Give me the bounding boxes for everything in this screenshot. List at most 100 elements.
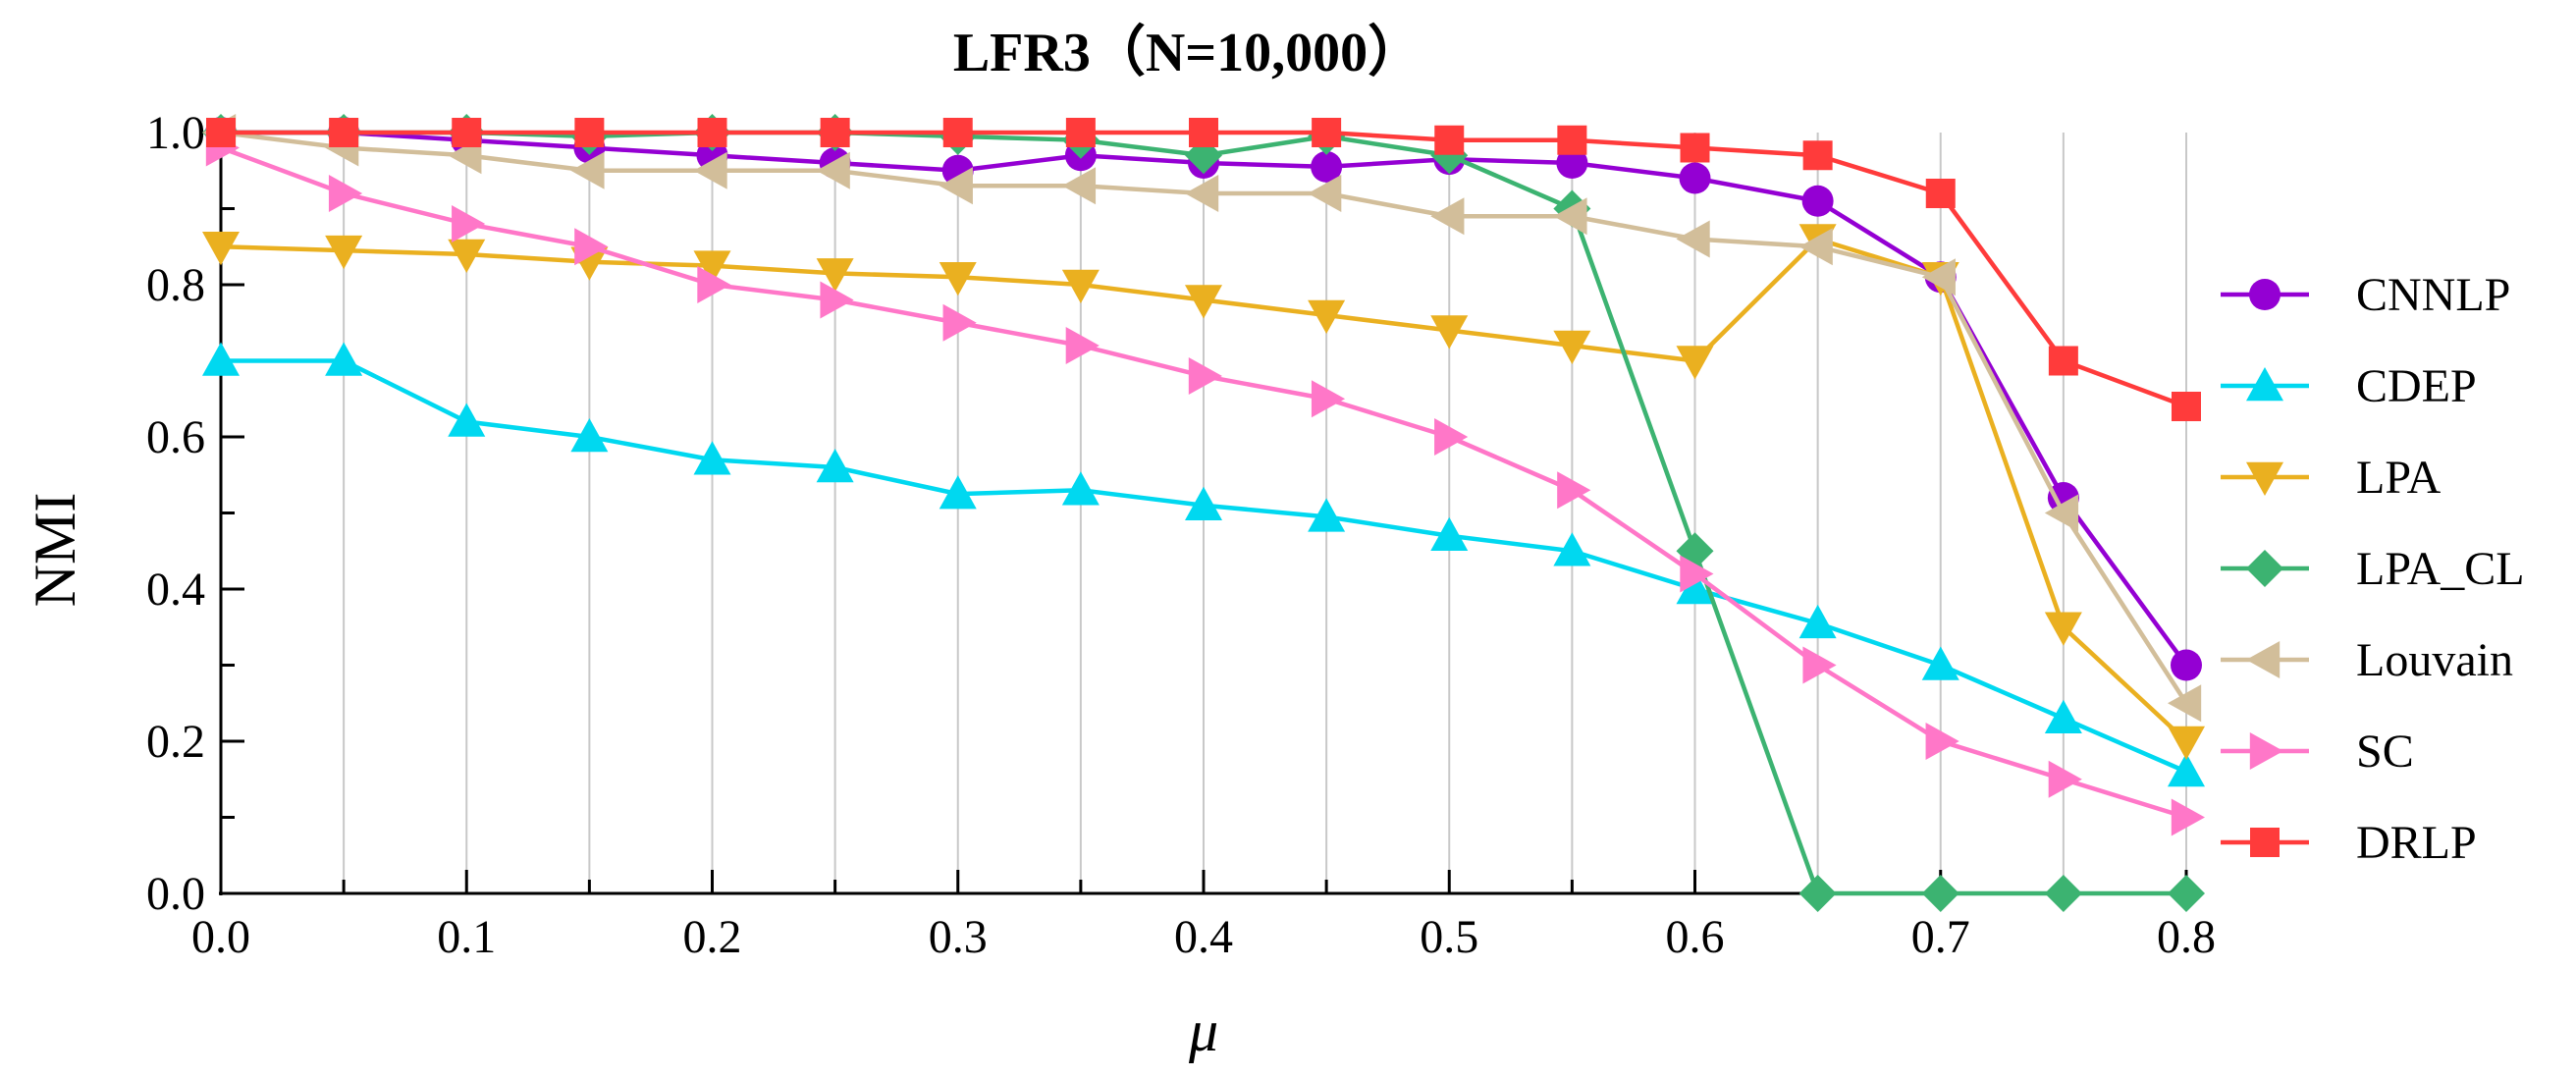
lpa-point — [1185, 285, 1222, 319]
drlp-point — [574, 118, 605, 147]
drlp-point — [1434, 125, 1465, 155]
cdep-point — [1430, 516, 1469, 551]
legend-label: CDEP — [2356, 360, 2477, 412]
lpa-cl-point — [1921, 875, 1959, 912]
legend-marker — [2246, 461, 2283, 496]
y-tick-label: 0.4 — [146, 564, 205, 616]
drlp-point — [206, 118, 236, 147]
legend-item-cnnlp: CNNLP — [2221, 269, 2510, 321]
legend-item-sc: SC — [2221, 726, 2414, 778]
drlp-point — [1925, 179, 1956, 208]
cdep-point — [939, 475, 977, 510]
chart-title: LFR3（N=10,000） — [953, 22, 1422, 83]
lpa-point — [1553, 330, 1591, 364]
louvain-point — [816, 151, 850, 189]
legend-marker — [2249, 732, 2283, 770]
cdep-point — [448, 403, 486, 437]
cdep-point — [1308, 498, 1346, 532]
legend-item-drlp: DRLP — [2221, 817, 2477, 869]
sc-point — [1311, 380, 1346, 418]
y-tick-label: 1.0 — [146, 107, 205, 159]
legend-marker — [2246, 367, 2283, 402]
lpa-point — [448, 239, 486, 273]
cdep-point — [1676, 570, 1714, 605]
louvain-point — [2168, 684, 2202, 723]
legend-label: LPA — [2356, 452, 2442, 504]
lpa-point — [2168, 726, 2205, 760]
sc-point — [1434, 418, 1469, 456]
x-axis-label: μ — [1188, 998, 1218, 1063]
sc-point — [942, 303, 977, 342]
sc-point — [452, 205, 486, 242]
sc-point — [1065, 327, 1100, 364]
cdep-point — [2168, 753, 2205, 787]
legend-marker — [2246, 641, 2281, 678]
cdep-point — [816, 449, 854, 483]
sc-point — [2048, 760, 2082, 798]
cdep-point — [1061, 471, 1100, 506]
series-sc — [205, 129, 2205, 836]
lpa-cl-point — [1798, 875, 1837, 912]
louvain-point — [693, 151, 727, 189]
lpa-point — [2044, 612, 2082, 646]
y-tick-label: 0.0 — [146, 868, 205, 920]
lpa-point — [693, 250, 731, 285]
drlp-point — [820, 118, 850, 147]
louvain-point — [1061, 167, 1097, 205]
legend-label: Louvain — [2356, 634, 2513, 686]
cnnlp-point — [1311, 150, 1343, 183]
sc-point — [697, 266, 731, 303]
legend: CNNLP CDEP LPA LPA_CL Louvain SC DRLP — [2221, 269, 2525, 869]
louvain-point — [1430, 197, 1465, 236]
cdep-point — [693, 441, 731, 475]
legend-item-louvain: Louvain — [2221, 634, 2513, 686]
y-tick-label: 0.8 — [146, 259, 205, 311]
lpa-cl-point — [2044, 875, 2082, 912]
legend-label: SC — [2356, 726, 2414, 778]
cnnlp-point — [1801, 185, 1834, 217]
drlp-point — [1312, 118, 1342, 147]
louvain-point — [1676, 220, 1710, 258]
legend-item-lpa: LPA — [2221, 452, 2442, 504]
series-lines — [202, 114, 2205, 912]
cdep-point — [570, 418, 609, 453]
x-tick-label: 0.4 — [1174, 911, 1233, 963]
cdep-point — [325, 342, 363, 376]
drlp-point — [1065, 118, 1096, 147]
lpa-point — [1430, 315, 1469, 350]
louvain-point — [1308, 175, 1342, 212]
drlp-point — [1557, 125, 1587, 155]
x-tick-label: 0.1 — [437, 911, 496, 963]
sc-point — [820, 281, 854, 319]
y-tick-label: 0.6 — [146, 411, 205, 463]
lpa-point — [1676, 346, 1714, 380]
cdep-point — [202, 342, 240, 376]
louvain-point — [939, 167, 973, 205]
sc-point — [574, 228, 609, 266]
drlp-point — [697, 118, 727, 147]
louvain-point — [1553, 197, 1587, 236]
cdep-point — [2044, 699, 2082, 733]
x-tick-label: 0.5 — [1420, 911, 1478, 963]
series-louvain — [202, 114, 2202, 723]
legend-label: LPA_CL — [2356, 543, 2525, 595]
lpa-cl-point — [2168, 875, 2205, 912]
x-tick-label: 0.7 — [1911, 911, 1970, 963]
drlp-point — [1802, 140, 1833, 171]
drlp-point — [1680, 133, 1710, 163]
cnnlp-point — [1679, 162, 1711, 194]
cdep-point — [1798, 604, 1837, 639]
x-tick-label: 0.0 — [191, 911, 250, 963]
louvain-point — [1921, 258, 1956, 296]
drlp-point — [2048, 346, 2078, 376]
louvain-point — [2044, 494, 2079, 532]
y-tick-label: 0.2 — [146, 716, 205, 768]
legend-marker — [2249, 279, 2281, 310]
y-axis-label: NMI — [23, 493, 87, 608]
lpa-point — [816, 258, 854, 293]
drlp-point — [1189, 118, 1218, 147]
sc-point — [1557, 471, 1591, 510]
sc-point — [1802, 646, 1837, 684]
lpa-point — [939, 262, 977, 296]
